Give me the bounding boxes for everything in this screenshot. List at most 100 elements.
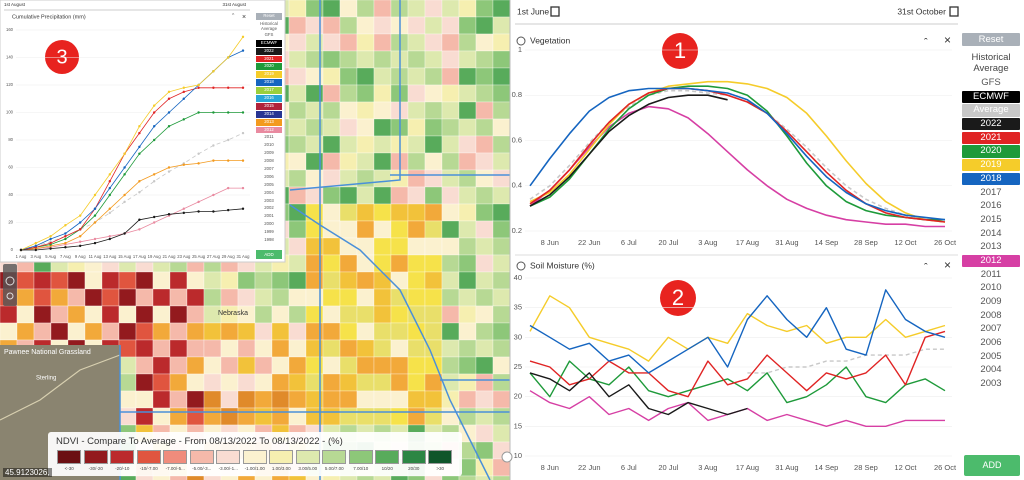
year-option[interactable]: 2009 — [980, 296, 1002, 307]
collapse[interactable]: ˆ — [924, 37, 928, 49]
year-option[interactable]: 2022 — [962, 118, 1020, 131]
year-option[interactable]: Average — [962, 104, 1020, 117]
series-point — [93, 193, 97, 197]
year-option[interactable]: 2022 — [256, 47, 282, 55]
year-option[interactable]: 2017 — [256, 87, 282, 95]
calendar-icon[interactable] — [550, 6, 560, 17]
y-tick-label: 80 — [8, 137, 13, 142]
map-cell — [203, 288, 222, 307]
year-option[interactable]: 1999 — [264, 229, 274, 235]
year-option[interactable]: 2016 — [256, 95, 282, 102]
year-option[interactable]: 2012 — [962, 254, 1020, 268]
year-option[interactable]: 2014 — [256, 110, 282, 118]
map-cell — [373, 169, 392, 188]
map-cell — [441, 339, 460, 358]
year-option[interactable]: 2000 — [264, 221, 274, 227]
map-cell — [424, 305, 443, 324]
map-cell — [322, 152, 341, 171]
year-option[interactable]: 2008 — [264, 158, 274, 164]
x-tick-label: 27 Aug — [207, 254, 221, 259]
map-cell — [203, 356, 222, 375]
year-option[interactable]: 2008 — [980, 309, 1002, 321]
year-option[interactable]: 2011 — [264, 134, 274, 140]
y-tick-label: 100 — [6, 110, 14, 115]
year-option[interactable]: 2004 — [980, 364, 1002, 376]
add-button[interactable]: ADD — [256, 250, 282, 259]
series-point — [19, 248, 23, 252]
splitter-handle[interactable] — [501, 451, 513, 463]
year-option[interactable]: 2012 — [256, 126, 282, 134]
map-tool-icon[interactable] — [5, 276, 15, 286]
year-option[interactable]: 2010 — [980, 282, 1002, 294]
year-option[interactable]: 2020 — [256, 63, 282, 71]
map-cell — [407, 322, 426, 341]
map-cell — [288, 152, 307, 171]
year-option[interactable]: 2018 — [256, 79, 282, 87]
year-option[interactable]: GFS — [981, 77, 1001, 88]
reset-button[interactable]: Reset — [256, 13, 282, 20]
year-option[interactable]: 2004 — [264, 189, 274, 195]
map-cell — [169, 356, 188, 375]
year-option[interactable]: 2005 — [980, 350, 1002, 362]
map-cell — [441, 16, 460, 35]
year-option[interactable]: 2016 — [980, 200, 1002, 212]
reset-button[interactable]: Reset — [962, 33, 1020, 46]
map-cell — [424, 152, 443, 171]
year-option[interactable]: 2021 — [962, 131, 1020, 145]
series-line — [529, 330, 946, 398]
year-option[interactable]: 2021 — [256, 55, 282, 63]
series-line — [529, 87, 946, 223]
add-button[interactable]: ADD — [964, 455, 1020, 476]
year-option[interactable]: 2020 — [962, 145, 1020, 158]
map-cell — [475, 339, 494, 358]
year-option[interactable]: GFS — [264, 31, 274, 37]
map-cell — [475, 67, 494, 86]
series-line — [529, 87, 946, 221]
year-option[interactable]: 2011 — [980, 268, 1002, 280]
map-cell — [322, 254, 341, 273]
map-cell — [237, 373, 256, 392]
map-cell — [492, 424, 511, 443]
year-option[interactable]: 2015 — [980, 213, 1002, 225]
year-option[interactable]: 2006 — [980, 337, 1002, 349]
year-option[interactable]: 2002 — [264, 205, 274, 211]
year-option[interactable]: 2018 — [962, 172, 1020, 186]
year-sidebar: Reset Historical Average GFS ECMWF Average… — [962, 33, 1020, 392]
year-option[interactable]: 2009 — [264, 150, 274, 156]
year-option[interactable]: 2006 — [264, 173, 274, 179]
map-cell — [203, 390, 222, 409]
year-option[interactable]: 2019 — [256, 71, 282, 79]
year-option[interactable]: 2007 — [264, 166, 274, 172]
legend-label: >30 — [436, 466, 445, 471]
map-cell — [407, 288, 426, 307]
map-cell — [407, 50, 426, 69]
calendar-icon[interactable] — [949, 6, 959, 17]
year-option[interactable]: 2003 — [980, 378, 1002, 390]
year-option[interactable]: 2013 — [256, 118, 282, 126]
year-option[interactable]: 2015 — [256, 102, 282, 110]
collapse[interactable]: ˆ — [924, 262, 928, 274]
legend-label: -1.00/1.00 — [244, 466, 265, 471]
collapse[interactable]: ˆ — [232, 14, 235, 21]
map-cell — [492, 50, 511, 69]
year-option[interactable]: 2014 — [980, 227, 1002, 239]
year-option[interactable]: ECMWF — [962, 90, 1020, 103]
map-cell — [237, 407, 256, 426]
year-option[interactable]: ECMWF — [256, 39, 282, 47]
year-option[interactable]: 2017 — [980, 186, 1002, 198]
close[interactable]: × — [242, 14, 246, 21]
year-option[interactable]: 2013 — [980, 241, 1002, 253]
year-option[interactable]: 2010 — [264, 142, 274, 148]
map-cell — [475, 390, 494, 409]
series-point — [123, 173, 126, 176]
year-option[interactable]: 2001 — [264, 213, 274, 219]
year-option[interactable]: 2003 — [264, 197, 274, 203]
close[interactable]: × — [944, 33, 951, 47]
year-option[interactable]: 2005 — [264, 181, 274, 187]
map-tool-icon[interactable] — [6, 292, 14, 300]
year-option[interactable]: 2019 — [962, 159, 1020, 172]
year-option[interactable]: 2007 — [980, 323, 1002, 335]
map-cell — [390, 271, 409, 290]
close[interactable]: × — [944, 258, 951, 272]
year-option[interactable]: 1998 — [264, 237, 274, 243]
